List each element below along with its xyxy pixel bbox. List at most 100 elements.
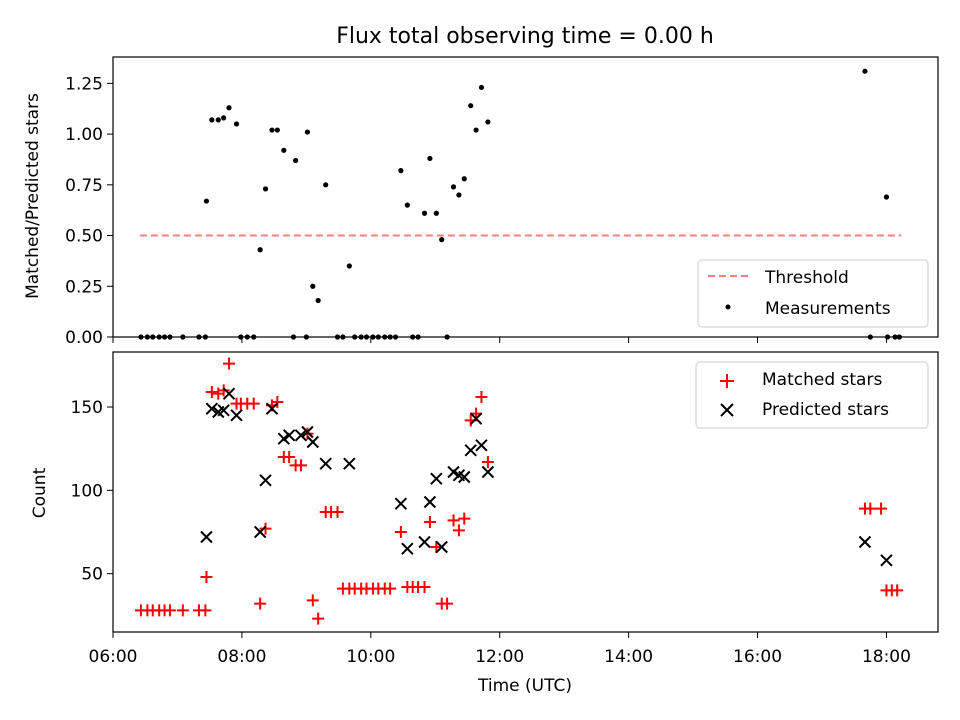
matched-stars-legend-label: Matched stars bbox=[762, 370, 882, 390]
matched-star-point bbox=[205, 386, 218, 398]
matched-star-point bbox=[294, 459, 307, 472]
bottom-y-tick-label: 100 bbox=[71, 481, 103, 501]
matched-star-point bbox=[458, 512, 471, 525]
predicted-star-point bbox=[259, 474, 272, 487]
predicted-star-point bbox=[282, 429, 296, 442]
matched-star-point bbox=[163, 604, 176, 617]
measurement-point bbox=[215, 117, 221, 123]
bottom-x-tick-label: 06:00 bbox=[89, 647, 138, 667]
predicted-star-point bbox=[469, 412, 483, 425]
predicted-star-point bbox=[435, 540, 448, 554]
predicted-star-point bbox=[880, 554, 893, 567]
measurement-point bbox=[226, 105, 232, 111]
top-plot-area: 0.00 0.25 0.50 0.75 1.00 1.25 bbox=[65, 68, 902, 348]
bottom-x-tick-label: 08:00 bbox=[217, 647, 266, 667]
measurement-point bbox=[883, 194, 890, 200]
top-plot-frame bbox=[112, 56, 939, 338]
bottom-legend-box bbox=[695, 361, 929, 429]
bottom-y-tick-label: 50 bbox=[81, 565, 103, 585]
threshold-legend-label: Threshold bbox=[764, 268, 849, 288]
measurement-point bbox=[209, 117, 215, 123]
predicted-star-point bbox=[481, 465, 495, 479]
measurement-point bbox=[281, 147, 287, 153]
predicted-star-point bbox=[217, 404, 230, 417]
predicted-star-point bbox=[205, 402, 219, 415]
bottom-y-tick-label: 150 bbox=[71, 398, 103, 418]
predicted-stars-legend-swatch bbox=[720, 403, 734, 417]
bottom-x-axis-label: Time (UTC) bbox=[477, 676, 572, 696]
predicted-star-point bbox=[301, 425, 314, 439]
predicted-star-point bbox=[430, 472, 443, 485]
bottom-x-tick-label: 12:00 bbox=[475, 647, 524, 667]
matched-star-point bbox=[452, 524, 465, 537]
bottom-legend: Matched stars Predicted stars bbox=[695, 361, 929, 429]
predicted-stars-legend-label: Predicted stars bbox=[762, 400, 889, 420]
measurement-point bbox=[421, 210, 428, 216]
measurement-point bbox=[862, 68, 868, 74]
predicted-star-point bbox=[222, 387, 236, 400]
matched-star-point bbox=[312, 612, 325, 625]
predicted-star-point bbox=[475, 439, 488, 452]
predicted-star-point bbox=[230, 409, 243, 422]
measurement-point bbox=[456, 192, 462, 198]
matched-star-point bbox=[864, 502, 877, 515]
predicted-star-point bbox=[464, 444, 477, 457]
bottom-x-tick-label: 14:00 bbox=[604, 647, 653, 667]
measurement-point bbox=[433, 210, 439, 216]
measurement-point bbox=[203, 198, 210, 204]
measurement-point bbox=[398, 168, 404, 174]
matched-star-point bbox=[447, 514, 460, 527]
measurement-point bbox=[346, 263, 352, 269]
top-y-tick-label: 0.50 bbox=[65, 227, 103, 247]
measurement-point bbox=[427, 155, 433, 162]
predicted-star-point bbox=[394, 497, 408, 510]
measurement-point bbox=[461, 176, 467, 182]
bottom-x-tick-label: 18:00 bbox=[862, 647, 911, 667]
measurement-point bbox=[221, 115, 227, 121]
measurement-point bbox=[257, 247, 263, 253]
top-legend: Threshold Measurements bbox=[697, 259, 929, 328]
predicted-star-point bbox=[294, 429, 308, 442]
predicted-star-point bbox=[423, 495, 437, 509]
matched-star-point bbox=[254, 597, 267, 610]
predicted-star-point bbox=[858, 535, 872, 549]
matched-star-point bbox=[199, 604, 212, 617]
measurement-point bbox=[485, 119, 491, 125]
top-y-tick-label: 0.75 bbox=[65, 176, 103, 196]
matched-star-point bbox=[331, 506, 344, 518]
measurement-point bbox=[293, 157, 299, 164]
measurement-point bbox=[262, 186, 269, 192]
matched-star-point bbox=[283, 451, 296, 463]
predicted-star-point bbox=[401, 542, 414, 555]
bottom-y-axis-label: Count bbox=[30, 467, 50, 518]
top-y-tick-label: 0.25 bbox=[65, 277, 103, 297]
matched-stars-legend-swatch bbox=[720, 374, 734, 388]
predicted-star-point bbox=[343, 457, 356, 470]
matched-star-point bbox=[481, 456, 494, 468]
predicted-star-point bbox=[265, 402, 279, 415]
bottom-x-tick-label: 16:00 bbox=[733, 647, 782, 667]
matched-star-point bbox=[384, 582, 397, 595]
top-legend-box bbox=[697, 259, 929, 328]
predicted-star-point bbox=[458, 470, 471, 484]
top-y-axis-label: Matched/Predicted stars bbox=[23, 93, 43, 299]
measurement-point bbox=[478, 84, 485, 91]
measurement-point bbox=[310, 283, 316, 289]
matched-star-point bbox=[441, 597, 454, 610]
predicted-star-point bbox=[319, 457, 332, 470]
bottom-x-tick-label: 10:00 bbox=[346, 647, 395, 667]
matched-star-point bbox=[394, 526, 407, 538]
bottom-plot-frame bbox=[112, 351, 939, 633]
matched-star-point bbox=[200, 571, 213, 583]
measurement-point bbox=[473, 127, 479, 133]
top-chart-title: Flux total observing time = 0.00 h bbox=[336, 24, 714, 49]
matched-star-point bbox=[423, 516, 436, 528]
measurements-legend-label: Measurements bbox=[765, 299, 891, 319]
measurement-point bbox=[274, 127, 280, 133]
matched-star-point bbox=[247, 397, 260, 410]
matched-star-point bbox=[217, 384, 230, 397]
top-y-tick-label: 0.00 bbox=[65, 328, 103, 348]
matched-star-point bbox=[418, 581, 431, 593]
predicted-star-point bbox=[200, 530, 213, 544]
